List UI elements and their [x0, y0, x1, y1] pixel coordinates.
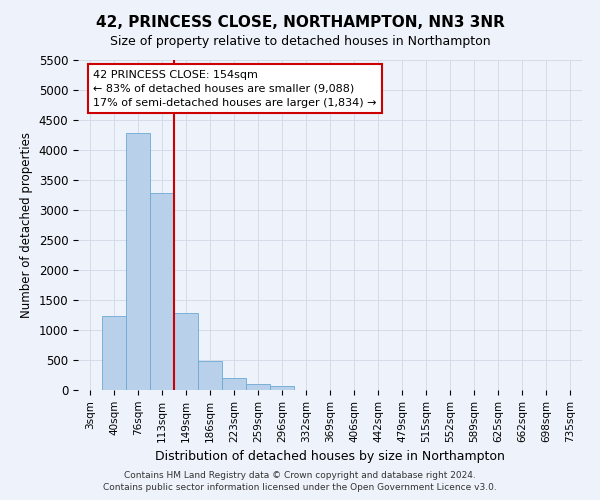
Bar [126, 133, 150, 390]
Bar [198, 361, 222, 390]
Text: 42, PRINCESS CLOSE, NORTHAMPTON, NN3 3NR: 42, PRINCESS CLOSE, NORTHAMPTON, NN3 3NR [95, 15, 505, 30]
Bar [102, 316, 126, 390]
Bar [246, 384, 270, 390]
Text: 42 PRINCESS CLOSE: 154sqm
← 83% of detached houses are smaller (9,088)
17% of se: 42 PRINCESS CLOSE: 154sqm ← 83% of detac… [93, 70, 377, 108]
Y-axis label: Number of detached properties: Number of detached properties [20, 132, 33, 318]
X-axis label: Distribution of detached houses by size in Northampton: Distribution of detached houses by size … [155, 450, 505, 463]
Text: Contains HM Land Registry data © Crown copyright and database right 2024.
Contai: Contains HM Land Registry data © Crown c… [103, 471, 497, 492]
Bar [174, 313, 198, 390]
Bar [150, 193, 174, 390]
Text: Size of property relative to detached houses in Northampton: Size of property relative to detached ho… [110, 35, 490, 48]
Bar [222, 378, 246, 390]
Bar [270, 386, 294, 390]
